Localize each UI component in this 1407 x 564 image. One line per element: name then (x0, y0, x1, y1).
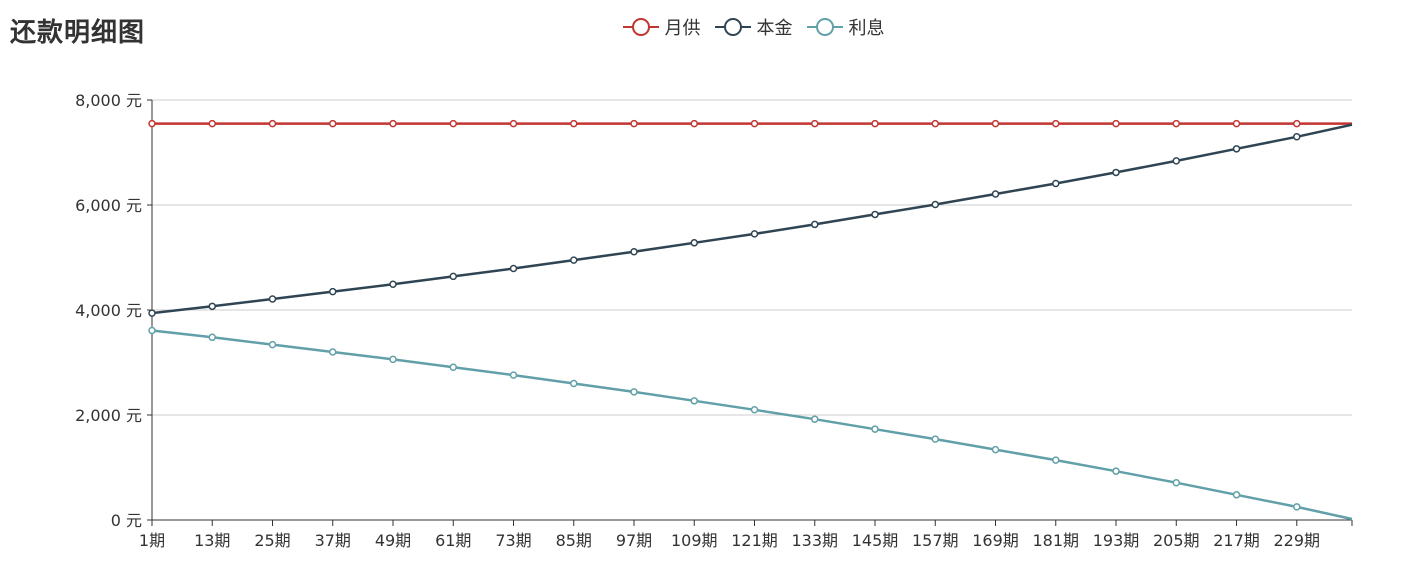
series-point-1 (750, 230, 759, 238)
series-point-1 (1052, 179, 1060, 188)
x-tick-label: 61期 (435, 531, 471, 550)
series-point-0 (449, 119, 458, 128)
series-point-2 (509, 371, 518, 379)
series-point-0 (329, 119, 337, 128)
chart-title: 还款明细图 (10, 18, 146, 48)
x-tick-label: 49期 (375, 531, 411, 550)
series-point-0 (389, 119, 397, 128)
series-point-2 (630, 388, 638, 396)
x-tick-label: 109期 (671, 531, 718, 550)
series-point-1 (931, 200, 940, 209)
chart-legend: 月供 本金 利息 (0, 14, 1407, 40)
series-line-2 (151, 329, 1353, 521)
series-point-1 (449, 272, 458, 281)
series-point-2 (389, 355, 397, 364)
series-point-1 (1232, 145, 1241, 153)
series-point-0 (811, 119, 819, 128)
series-point-0 (148, 119, 156, 128)
legend-item-monthly[interactable]: 月供 (622, 14, 701, 40)
series-point-2 (329, 348, 337, 356)
series-point-1 (389, 280, 397, 289)
series-point-0 (991, 119, 1000, 128)
series-point-1 (991, 190, 1000, 198)
series-point-1 (1112, 168, 1120, 177)
legend-item-principal[interactable]: 本金 (714, 14, 793, 40)
series-point-1 (570, 256, 578, 264)
x-tick-label: 169期 (972, 531, 1019, 550)
series-point-0 (630, 119, 638, 128)
x-tick-label: 73期 (495, 531, 531, 550)
series-point-1 (268, 295, 277, 303)
legend-label-monthly: 月供 (664, 18, 701, 39)
series-line-1 (151, 123, 1353, 315)
y-tick-label: 6,000 元 (75, 196, 142, 215)
series-point-0 (268, 119, 277, 128)
series-point-0 (871, 119, 879, 128)
legend-label-interest: 利息 (848, 18, 885, 39)
legend-item-interest[interactable]: 利息 (806, 14, 885, 40)
series-point-0 (208, 119, 217, 128)
x-tick-label: 145期 (852, 531, 899, 550)
series-point-0 (1293, 119, 1301, 128)
legend-marker-monthly (622, 18, 659, 36)
series-point-1 (329, 287, 337, 296)
x-tick-label: 13期 (194, 531, 230, 550)
x-tick-label: 133期 (791, 531, 838, 550)
x-tick-label: 205期 (1153, 531, 1200, 550)
series-point-2 (1293, 503, 1301, 511)
series-point-1 (811, 220, 819, 229)
legend-marker-interest (806, 18, 843, 36)
x-tick-label: 121期 (731, 531, 778, 550)
series-point-1 (148, 309, 156, 317)
legend-label-principal: 本金 (756, 18, 793, 39)
y-tick-label: 2,000 元 (75, 406, 142, 425)
series-point-2 (1232, 491, 1241, 499)
series-point-2 (991, 445, 1000, 454)
series-point-2 (750, 406, 759, 414)
x-tick-label: 1期 (139, 531, 165, 550)
series-point-2 (148, 326, 156, 335)
series-point-0 (690, 119, 699, 128)
y-tick-label: 0 元 (111, 511, 142, 530)
series-point-2 (449, 363, 458, 371)
series-point-0 (570, 119, 578, 128)
series-point-2 (690, 397, 699, 405)
legend-marker-principal (714, 18, 751, 36)
x-tick-label: 181期 (1032, 531, 1079, 550)
series-point-2 (570, 379, 578, 388)
series-point-0 (1112, 119, 1120, 128)
series-point-2 (1172, 478, 1181, 487)
y-tick-label: 4,000 元 (75, 301, 142, 320)
series-point-1 (690, 239, 699, 247)
series-point-2 (208, 333, 217, 342)
y-tick-label: 8,000 元 (75, 91, 142, 110)
series-point-2 (931, 435, 940, 443)
series-point-0 (1052, 119, 1060, 128)
series-point-2 (268, 340, 277, 349)
x-tick-label: 157期 (912, 531, 959, 550)
series-point-2 (1112, 467, 1120, 475)
series-point-0 (931, 119, 940, 128)
x-tick-label: 193期 (1093, 531, 1140, 550)
x-tick-label: 37期 (315, 531, 351, 550)
x-tick-label: 217期 (1213, 531, 1260, 550)
series-point-1 (509, 264, 518, 273)
series-point-0 (750, 119, 759, 128)
series-point-0 (1232, 119, 1241, 128)
x-tick-label: 85期 (556, 531, 592, 550)
series-point-1 (1172, 157, 1181, 165)
series-point-2 (811, 415, 819, 423)
series-point-2 (1052, 456, 1060, 464)
series-point-1 (208, 302, 217, 311)
series-point-1 (871, 210, 879, 219)
series-point-2 (871, 425, 879, 433)
series-point-1 (630, 247, 638, 256)
series-point-0 (509, 119, 518, 128)
series-point-1 (1293, 133, 1301, 141)
x-tick-label: 25期 (254, 531, 290, 550)
series-point-0 (1172, 119, 1181, 128)
x-tick-label: 229期 (1273, 531, 1320, 550)
x-tick-label: 97期 (616, 531, 652, 550)
